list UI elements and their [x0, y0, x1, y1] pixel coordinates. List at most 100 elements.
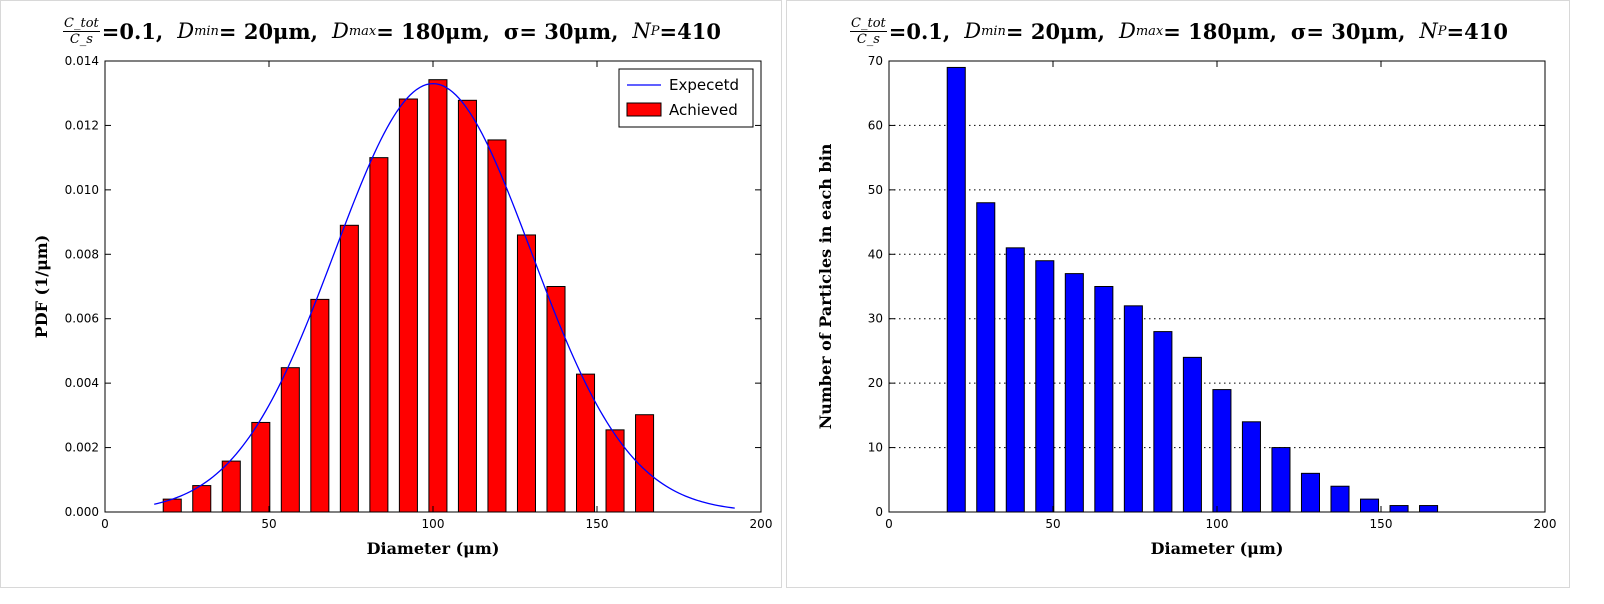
- right-title-dmax-label: D: [1118, 19, 1136, 43]
- count-ytick-label: 40: [868, 247, 883, 261]
- count-bar: [1094, 286, 1114, 513]
- left-title-dmax-label: D: [331, 19, 349, 43]
- pdf-xtick-label: 200: [750, 517, 773, 531]
- right-title-dmax-sub: max: [1135, 23, 1164, 39]
- pdf-xtick-label: 150: [586, 517, 609, 531]
- pdf-bar: [280, 367, 300, 513]
- count-xtick-label: 200: [1534, 517, 1557, 531]
- count-bar: [1419, 505, 1439, 513]
- right-title-np-label: N: [1419, 19, 1438, 43]
- right-title-sigma: σ= 30μm,: [1290, 18, 1406, 44]
- right-title-ratio: C_tot C_s: [850, 16, 887, 47]
- pdf-ytick-label: 0.008: [65, 247, 99, 261]
- count-bar: [1153, 331, 1173, 513]
- pdf-bar: [339, 224, 359, 513]
- count-bar: [1271, 447, 1291, 513]
- pdf-bar: [369, 157, 389, 513]
- pdf-bar: [605, 429, 625, 513]
- pdf-legend-label-expected: Expecetd: [669, 76, 739, 94]
- count-bar: [1182, 356, 1202, 513]
- pdf-ytick-label: 0.012: [65, 118, 99, 132]
- count-bar: [946, 66, 966, 513]
- particle-count-chart: 0 50 100 150 200 0 10 20 30 40 50 60 70 Diameter (μm)…: [816, 54, 1557, 558]
- pdf-x-axis-title: Diameter (μm): [367, 539, 500, 558]
- count-ytick-label: 60: [868, 118, 883, 132]
- count-xtick-label: 150: [1370, 517, 1393, 531]
- pdf-bar: [251, 421, 271, 513]
- left-title-dmax-value: = 180μm,: [376, 18, 490, 44]
- count-ytick-label: 70: [868, 54, 883, 68]
- pdf-chart: 0 50 100 150 200 0.000 0.002 0.004 0.006 0.008 0.0…: [32, 54, 773, 558]
- count-xtick-label: 0: [885, 517, 893, 531]
- left-title-dmin-label: D: [177, 19, 195, 43]
- right-title-ratio-numerator: C_tot: [850, 15, 887, 32]
- count-bar: [1212, 389, 1232, 513]
- pdf-ytick-label: 0.006: [65, 312, 99, 326]
- count-ytick-label: 50: [868, 183, 883, 197]
- count-ytick-label: 10: [868, 441, 883, 455]
- count-bar: [1064, 273, 1084, 513]
- pdf-xtick-label: 100: [422, 517, 445, 531]
- count-y-axis-title: Number of Particles in each bin: [816, 143, 835, 429]
- left-title-sigma: σ= 30μm,: [503, 18, 619, 44]
- pdf-xtick-label: 50: [261, 517, 276, 531]
- pdf-y-axis-title: PDF (1/μm): [32, 235, 51, 339]
- pdf-bar: [221, 460, 241, 513]
- right-title-c-value: =0.1,: [888, 18, 951, 44]
- pdf-legend-box: [618, 68, 754, 128]
- pdf-bar: [428, 79, 448, 513]
- count-bar: [1123, 305, 1143, 513]
- count-ytick-label: 30: [868, 312, 883, 326]
- pdf-expected-curve: [154, 82, 735, 509]
- pdf-ytick-label: 0.004: [65, 376, 99, 390]
- count-bar: [1241, 421, 1261, 513]
- count-bar: [1300, 472, 1321, 513]
- pdf-bar: [398, 98, 418, 513]
- left-title-np-sub: P: [650, 23, 660, 39]
- pdf-legend-label-achieved: Achieved: [669, 101, 738, 119]
- pdf-ytick-label: 0.002: [65, 441, 99, 455]
- pdf-bar: [310, 298, 330, 513]
- right-title-np-value: =410: [1446, 18, 1508, 44]
- left-title-dmax-sub: max: [348, 23, 377, 39]
- left-title-ratio-denominator: C_s: [69, 31, 93, 47]
- count-bar: [1330, 485, 1350, 513]
- pdf-bar: [516, 234, 537, 513]
- left-title-c-value: =0.1,: [101, 18, 164, 44]
- count-bar: [1389, 505, 1409, 513]
- pdf-ytick-label: 0.000: [65, 505, 99, 519]
- count-ytick-label: 0: [875, 505, 883, 519]
- count-bar: [976, 202, 996, 513]
- pdf-bar: [192, 485, 212, 513]
- pdf-legend-bar-swatch: [626, 102, 662, 117]
- count-bar: [1360, 498, 1380, 513]
- count-xtick-label: 50: [1045, 517, 1060, 531]
- left-title-dmin-sub: min: [194, 23, 219, 39]
- left-title-ratio: C_tot C_s: [63, 16, 100, 47]
- pdf-xtick-label: 0: [101, 517, 109, 531]
- count-xtick-label: 100: [1206, 517, 1229, 531]
- right-title-dmax-value: = 180μm,: [1163, 18, 1277, 44]
- pdf-bar: [487, 139, 507, 513]
- count-bar: [1005, 247, 1025, 513]
- right-title-np-sub: P: [1437, 23, 1447, 39]
- right-title-dmin-label: D: [964, 19, 982, 43]
- count-bar: [1035, 260, 1055, 513]
- left-title-np-value: =410: [659, 18, 721, 44]
- count-ytick-label: 20: [868, 376, 883, 390]
- right-title-ratio-denominator: C_s: [856, 31, 880, 47]
- left-title-ratio-numerator: C_tot: [63, 15, 100, 32]
- pdf-bar: [546, 286, 566, 513]
- pdf-ytick-label: 0.014: [65, 54, 99, 68]
- right-title-dmin-sub: min: [981, 23, 1006, 39]
- left-title-np-label: N: [632, 19, 651, 43]
- count-x-axis-title: Diameter (μm): [1151, 539, 1284, 558]
- right-title-dmin-value: = 20μm,: [1005, 18, 1105, 44]
- pdf-bar: [457, 99, 477, 513]
- pdf-ytick-label: 0.010: [65, 183, 99, 197]
- left-title-dmin-value: = 20μm,: [218, 18, 318, 44]
